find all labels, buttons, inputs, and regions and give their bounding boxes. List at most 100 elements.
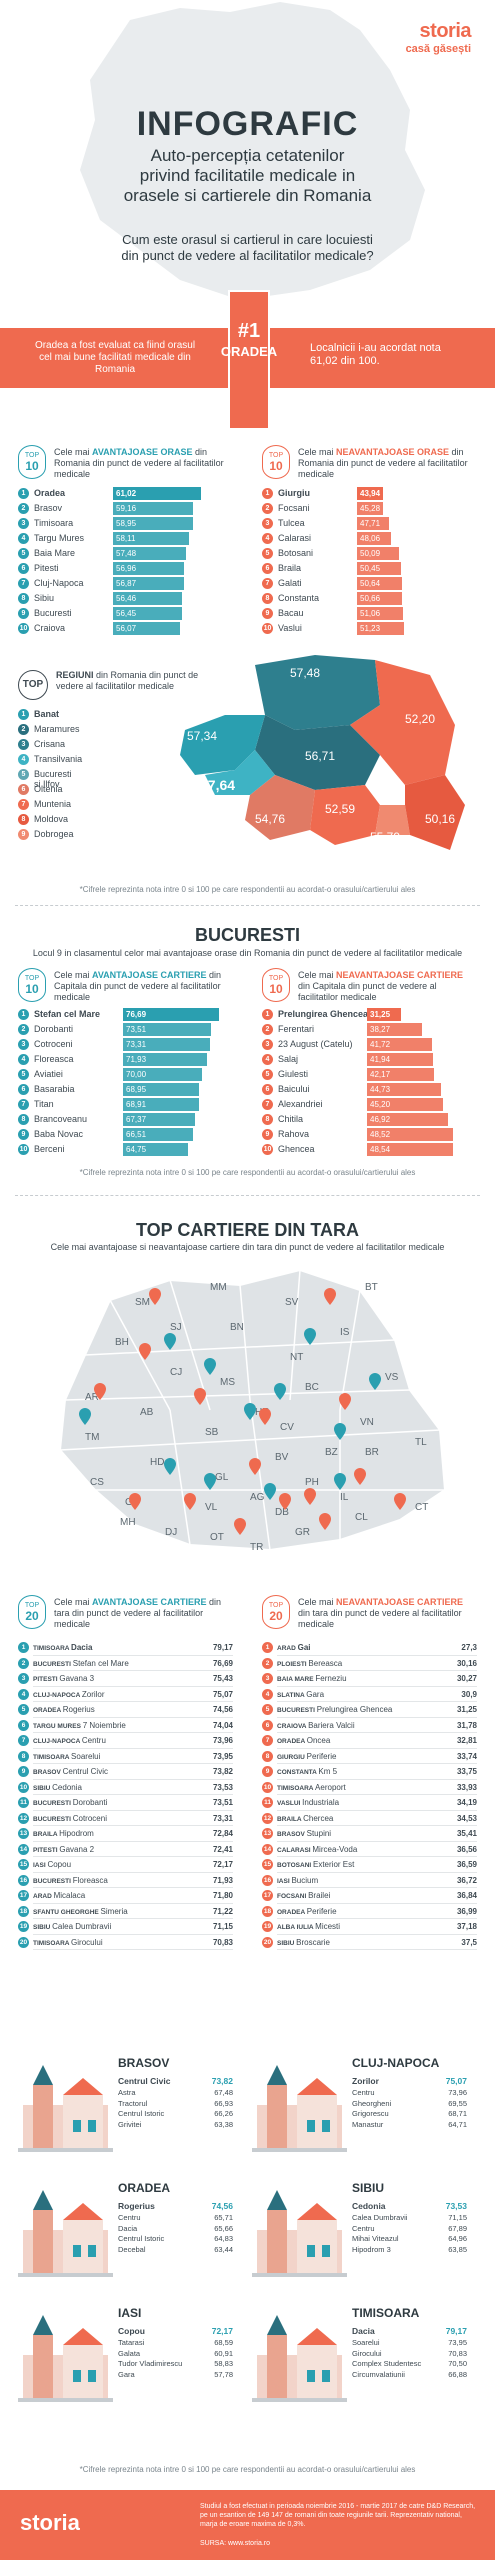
banner-left-text: Oradea a fost evaluat ca fiind orasul ce… bbox=[34, 340, 196, 375]
header: storia casă găsești INFOGRAFIC Auto-perc… bbox=[0, 0, 495, 330]
rank-badge: 4 bbox=[18, 754, 29, 765]
top20-value: 71,93 bbox=[212, 1875, 233, 1885]
question-line: Cum este orasul si cartierul in care loc… bbox=[122, 232, 373, 247]
rank-badge: 4 bbox=[18, 1054, 29, 1065]
subtitle-line: orasele si cartierele din Romania bbox=[123, 186, 372, 205]
city-name: BRASOV bbox=[118, 2056, 170, 2070]
rank-badge: 13 bbox=[262, 1828, 273, 1839]
ranking-name: Oradea bbox=[34, 488, 66, 498]
location-pin-icon[interactable] bbox=[204, 1473, 216, 1490]
rank-badge: 3 bbox=[262, 1673, 273, 1684]
county-code: BH bbox=[115, 1337, 129, 1348]
top20-value: 32,81 bbox=[456, 1736, 477, 1745]
ranking-row: 8 Brancoveanu 67,37 bbox=[18, 1113, 218, 1128]
ranking-row: 4 Floreasca 71,93 bbox=[18, 1053, 218, 1068]
location-pin-icon[interactable] bbox=[334, 1473, 346, 1490]
location-pin-icon[interactable] bbox=[234, 1518, 246, 1535]
top20-name: FOCSANI Brailei bbox=[277, 1891, 331, 1900]
location-pin-icon[interactable] bbox=[304, 1488, 316, 1505]
location-pin-icon[interactable] bbox=[354, 1468, 366, 1485]
location-pin-icon[interactable] bbox=[79, 1408, 91, 1425]
city-neighborhood: Astra 67,48 bbox=[118, 2088, 233, 2097]
region-value: 57,48 bbox=[290, 666, 320, 680]
ranking-name: Berceni bbox=[34, 1144, 65, 1154]
footer-logo[interactable]: storia bbox=[20, 2510, 80, 2535]
location-pin-icon[interactable] bbox=[334, 1423, 346, 1440]
ranking-row: 6 Pitesti 56,96 bbox=[18, 562, 218, 577]
top20-name: ORADEA Oncea bbox=[277, 1736, 331, 1745]
top20-value: 76,69 bbox=[212, 1658, 233, 1668]
score-bar: 42,17 bbox=[367, 1068, 434, 1081]
location-pin-icon[interactable] bbox=[244, 1403, 256, 1420]
location-pin-icon[interactable] bbox=[164, 1458, 176, 1475]
rank-badge: 13 bbox=[18, 1828, 29, 1839]
location-pin-icon[interactable] bbox=[339, 1393, 351, 1410]
rank-badge: 1 bbox=[262, 1642, 273, 1653]
subtitle-line: Auto-percepția cetatenilor bbox=[150, 146, 345, 165]
score-bar: 48,54 bbox=[367, 1143, 453, 1156]
rank-badge: 3 bbox=[18, 1039, 29, 1050]
top20-row: 18 SFANTU GHEORGHE Simeria 71,22 bbox=[18, 1904, 233, 1919]
location-pin-icon[interactable] bbox=[279, 1493, 291, 1510]
county-code: VN bbox=[360, 1417, 374, 1428]
rank-city: ORADEA bbox=[220, 344, 278, 359]
top20-value: 27,3 bbox=[461, 1643, 477, 1652]
score-bar: 46,92 bbox=[367, 1113, 448, 1126]
landmark-illustration bbox=[252, 2190, 347, 2277]
county-code: IS bbox=[340, 1327, 350, 1338]
ranking-row: 4 Calarasi 48,06 bbox=[262, 532, 462, 547]
location-pin-icon[interactable] bbox=[164, 1333, 176, 1350]
rank-badge: 12 bbox=[262, 1812, 273, 1824]
region-name: Moldova bbox=[34, 814, 69, 824]
top20-row: 2 PLOIESTI Bereasca 30,16 bbox=[262, 1656, 477, 1671]
top20-row: 7 CLUJ-NAPOCA Centru 73,96 bbox=[18, 1733, 233, 1749]
rank-badge: 8 bbox=[262, 1114, 273, 1125]
score-bar: 76,69 bbox=[123, 1008, 220, 1021]
top20-row: 6 CRAIOVA Bariera Valcii 31,78 bbox=[262, 1718, 477, 1733]
top20-value: 30,27 bbox=[456, 1674, 477, 1683]
county-code: CL bbox=[355, 1512, 368, 1523]
storia-logo[interactable]: storia casă găsești bbox=[406, 20, 472, 55]
ranking-row: 7 Galati 50,64 bbox=[262, 577, 462, 592]
brand-name: storia bbox=[419, 20, 472, 42]
top20-name: ORADEA Periferie bbox=[277, 1906, 337, 1916]
location-pin-icon[interactable] bbox=[184, 1493, 196, 1510]
top20-name: SIBIU Calea Dumbravii bbox=[33, 1922, 112, 1931]
region-value: 55,79 bbox=[370, 830, 400, 844]
score-bar: 50,66 bbox=[357, 592, 402, 605]
location-pin-icon[interactable] bbox=[149, 1288, 161, 1305]
location-pin-icon[interactable] bbox=[319, 1513, 331, 1530]
location-pin-icon[interactable] bbox=[394, 1493, 406, 1510]
county-code: VS bbox=[385, 1372, 399, 1383]
location-pin-icon[interactable] bbox=[369, 1373, 381, 1390]
location-pin-icon[interactable] bbox=[139, 1343, 151, 1360]
score-bar: 44,73 bbox=[367, 1083, 442, 1096]
location-pin-icon[interactable] bbox=[194, 1388, 206, 1405]
ranking-row: 7 Alexandriei 45,20 bbox=[262, 1098, 462, 1113]
rank-badge: 15 bbox=[262, 1859, 273, 1870]
location-pin-icon[interactable] bbox=[249, 1458, 261, 1475]
top20-row: 1 TIMISOARA Dacia 79,17 bbox=[18, 1640, 233, 1656]
location-pin-icon[interactable] bbox=[274, 1383, 286, 1400]
top20-value: 31,25 bbox=[456, 1705, 477, 1714]
ranking-name: Constanta bbox=[278, 593, 320, 603]
city-box: BRASOV Centrul Civic 73,82 Astra 67,48 Tracto… bbox=[18, 2050, 248, 2170]
score-bar: 57,48 bbox=[113, 547, 187, 560]
rank-badge: 17 bbox=[18, 1890, 29, 1901]
top20-name: SLATINA Gara bbox=[277, 1689, 325, 1699]
location-pin-icon[interactable] bbox=[304, 1328, 316, 1345]
top20-name: BUCURESTI Stefan cel Mare bbox=[33, 1658, 129, 1668]
location-pin-icon[interactable] bbox=[94, 1383, 106, 1400]
location-pin-icon[interactable] bbox=[264, 1483, 276, 1500]
rank-badge: 3 bbox=[18, 518, 29, 529]
city-neighborhood: Complex Studentesc 70,50 bbox=[352, 2359, 467, 2368]
ranking-name: Galati bbox=[278, 578, 302, 588]
location-pin-icon[interactable] bbox=[259, 1408, 271, 1425]
footer-source-link[interactable]: SURSA: www.storia.ro bbox=[200, 2540, 271, 2547]
location-pin-icon[interactable] bbox=[324, 1288, 336, 1305]
question-line: din punct de vedere al facilitatilor med… bbox=[121, 248, 374, 263]
location-pin-icon[interactable] bbox=[129, 1493, 141, 1510]
top20-name: SIBIU Cedonia bbox=[33, 1782, 82, 1792]
location-pin-icon[interactable] bbox=[204, 1358, 216, 1375]
rank-badge: 3 bbox=[262, 518, 273, 529]
